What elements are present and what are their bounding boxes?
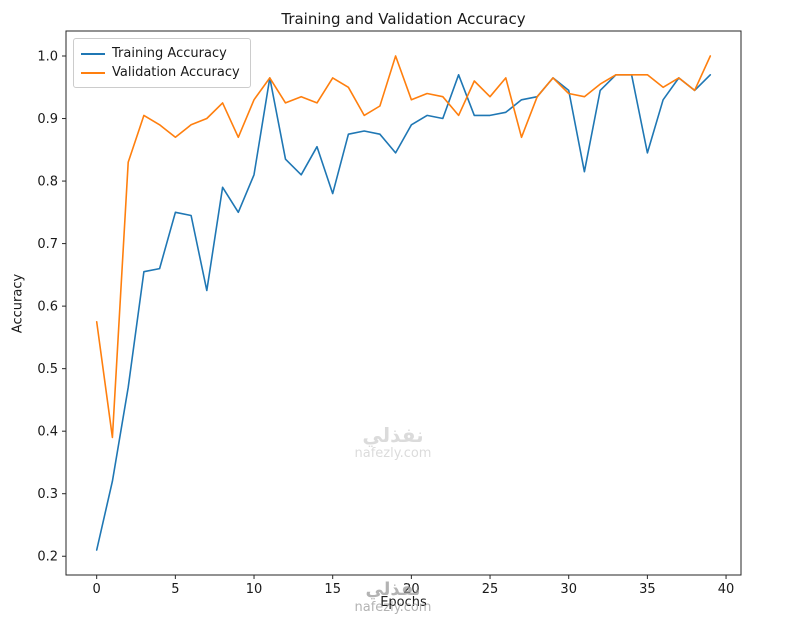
legend-label: Training Accuracy <box>112 46 227 61</box>
x-tick-label: 25 <box>482 582 499 597</box>
x-tick-label: 40 <box>718 582 735 597</box>
x-tick-label: 5 <box>171 582 179 597</box>
y-tick-label: 0.6 <box>37 300 58 315</box>
y-tick-label: 0.5 <box>37 362 58 377</box>
y-tick-label: 0.2 <box>37 550 58 565</box>
y-tick-label: 0.8 <box>37 175 58 190</box>
y-tick-label: 0.3 <box>37 487 58 502</box>
legend-item: Training Accuracy <box>81 44 240 63</box>
legend-line-swatch <box>81 71 105 74</box>
x-tick-label: 15 <box>324 582 341 597</box>
legend: Training Accuracy Validation Accuracy <box>73 38 251 88</box>
training-accuracy-line <box>95 74 712 551</box>
x-tick-label: 35 <box>639 582 656 597</box>
x-tick-label: 10 <box>246 582 263 597</box>
y-axis-label: Accuracy <box>10 273 26 334</box>
x-tick-label: 0 <box>93 582 101 597</box>
x-tick-label: 20 <box>403 582 420 597</box>
chart-title: Training and Validation Accuracy <box>281 10 526 28</box>
x-axis-label: Epochs <box>380 595 427 610</box>
legend-line-swatch <box>81 52 105 55</box>
validation-accuracy-line <box>95 55 712 439</box>
y-tick-label: 0.4 <box>37 425 58 440</box>
x-tick-label: 30 <box>560 582 577 597</box>
y-tick-label: 0.7 <box>37 237 58 252</box>
y-tick-label: 1.0 <box>37 50 58 65</box>
axes-frame <box>65 30 742 576</box>
legend-item: Validation Accuracy <box>81 63 240 82</box>
y-tick-label: 0.9 <box>37 112 58 127</box>
legend-label: Validation Accuracy <box>112 65 240 80</box>
